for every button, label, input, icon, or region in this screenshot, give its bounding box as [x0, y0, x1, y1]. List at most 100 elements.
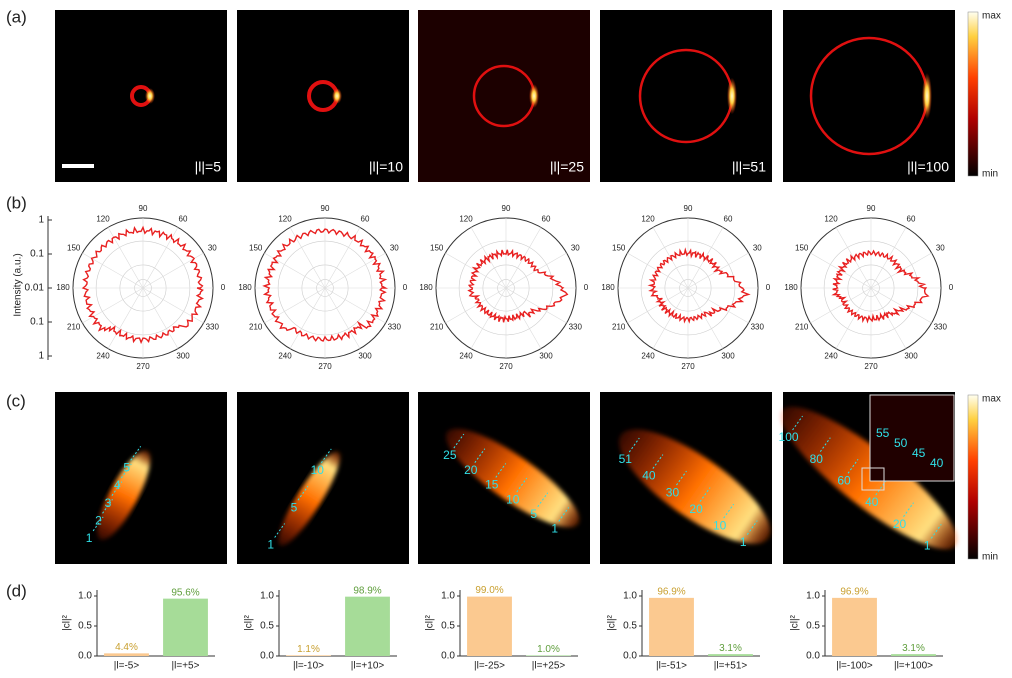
mode-label: 10 — [713, 518, 727, 532]
angle-label: 330 — [388, 323, 402, 332]
angle-label: 300 — [904, 352, 918, 361]
beam-image — [600, 10, 772, 182]
mode-label: 5 — [123, 461, 130, 475]
mode-label: 3 — [105, 496, 112, 510]
mode-marker — [628, 437, 640, 453]
bar — [708, 654, 753, 656]
bar — [526, 655, 571, 656]
angle-label: 120 — [641, 215, 655, 224]
mode-marker — [111, 481, 123, 496]
polar-spoke — [687, 287, 749, 324]
intensity-curve — [647, 247, 751, 324]
angle-label: 0 — [221, 283, 226, 292]
mode-marker — [537, 492, 549, 508]
y-tick-label: 0.0 — [806, 651, 820, 662]
beam-image — [418, 10, 590, 182]
mode-marker — [102, 499, 113, 514]
polar-spoke — [142, 287, 204, 324]
mode-marker — [930, 524, 942, 539]
mode-label: 20 — [893, 517, 907, 531]
angle-label: 330 — [569, 323, 583, 332]
intensity-curve — [831, 249, 930, 324]
polar-spoke — [870, 287, 907, 349]
mode-marker — [516, 477, 528, 493]
radial-tick-label: 1 — [38, 215, 44, 226]
angle-label: 210 — [430, 323, 444, 332]
y-tick-label: 0.5 — [260, 621, 274, 632]
image-label: |l|=51 — [732, 159, 766, 175]
polar-spoke — [324, 252, 386, 289]
mode-marker — [495, 463, 507, 478]
value-label: 98.9% — [353, 585, 381, 596]
colorbar — [967, 11, 979, 177]
angle-label: 240 — [278, 352, 292, 361]
angle-label: 270 — [864, 362, 878, 371]
radial-tick-label: 0.1 — [30, 317, 44, 328]
inset-label: 45 — [912, 446, 926, 460]
mode-label: 4 — [114, 478, 121, 492]
mode-label: 25 — [443, 448, 457, 462]
angle-label: 0 — [766, 283, 771, 292]
mode-marker — [746, 520, 758, 535]
spectrum-streak — [618, 429, 771, 544]
mode-marker — [699, 487, 711, 502]
colorbar — [967, 394, 979, 560]
polar-spoke — [627, 287, 689, 324]
mode-marker — [474, 448, 486, 464]
mode-label: 10 — [506, 492, 520, 506]
angle-label: 30 — [936, 244, 945, 253]
mode-marker — [120, 463, 132, 479]
angle-label: 60 — [907, 215, 916, 224]
angle-label: 30 — [208, 244, 217, 253]
colorbar-min: min — [982, 552, 998, 563]
angle-label: 270 — [318, 362, 332, 371]
ring-spot — [922, 72, 932, 120]
bar — [649, 597, 694, 656]
bar — [832, 597, 877, 656]
value-label: 96.9% — [657, 587, 685, 598]
mode-label: 20 — [689, 502, 703, 516]
angle-label: 150 — [249, 244, 263, 253]
bar — [891, 654, 936, 656]
angle-label: 270 — [136, 362, 150, 371]
angle-label: 150 — [612, 244, 626, 253]
angle-label: 210 — [67, 323, 81, 332]
angle-label: 90 — [867, 204, 876, 213]
mode-label: 5 — [530, 507, 537, 521]
mode-label: 1 — [740, 535, 747, 549]
polar-spoke — [470, 287, 507, 349]
polar-spoke — [324, 227, 361, 289]
ring-spot — [332, 88, 342, 104]
mode-marker — [453, 433, 465, 449]
angle-label: 60 — [179, 215, 188, 224]
value-label: 1.0% — [537, 644, 560, 655]
mode-label: 40 — [865, 495, 879, 509]
angle-label: 120 — [824, 215, 838, 224]
radial-tick-label: 1 — [38, 351, 44, 362]
y-tick-label: 0.0 — [78, 651, 92, 662]
mode-marker — [792, 415, 803, 431]
polar-spoke — [505, 287, 567, 324]
angle-label: 0 — [403, 283, 408, 292]
image-label: |l|=100 — [907, 159, 949, 175]
angle-label: 240 — [824, 352, 838, 361]
angle-label: 150 — [795, 244, 809, 253]
image-label: |l|=25 — [550, 159, 584, 175]
polar-spoke — [289, 287, 326, 349]
polar-spoke — [835, 287, 872, 349]
angle-label: 270 — [499, 362, 513, 371]
polar-spoke — [324, 287, 386, 324]
angle-label: 30 — [753, 244, 762, 253]
value-label: 99.0% — [475, 585, 503, 596]
y-tick-label: 1.0 — [441, 591, 455, 602]
angle-label: 300 — [176, 352, 190, 361]
angle-label: 60 — [724, 215, 733, 224]
panel-label: (a) — [6, 7, 27, 26]
angle-label: 60 — [361, 215, 370, 224]
x-tick-label: |l=+10> — [351, 661, 385, 672]
angle-label: 150 — [67, 244, 81, 253]
mode-marker — [819, 437, 831, 452]
